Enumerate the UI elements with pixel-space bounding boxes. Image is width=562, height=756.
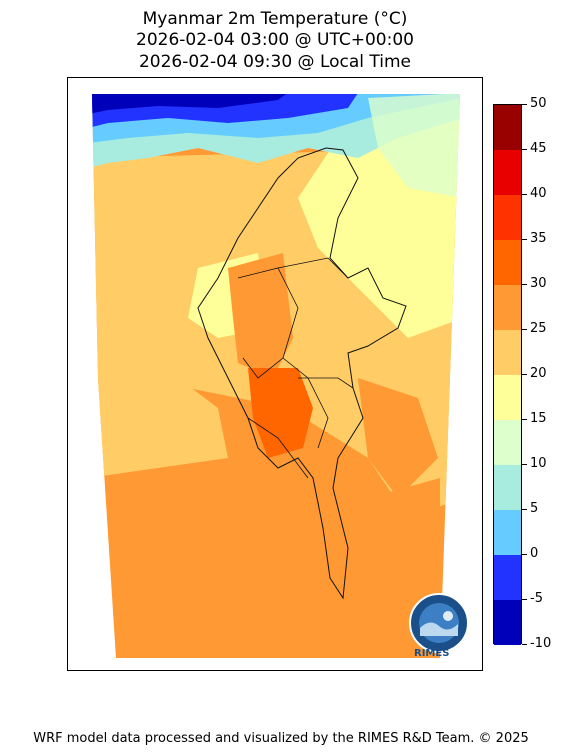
- country-border: [197, 147, 407, 600]
- colorbar: [493, 104, 522, 645]
- colorbar-tick-label: 20: [530, 366, 547, 381]
- colorbar-tick: [522, 509, 527, 510]
- colorbar-tick-label: 40: [530, 186, 547, 201]
- colorbar-tick-label: 25: [530, 321, 547, 336]
- colorbar-tick: [522, 554, 527, 555]
- colorbar-tick-label: 30: [530, 276, 547, 291]
- colorbar-tick-label: 0: [530, 546, 539, 561]
- footer-credit: WRF model data processed and visualized …: [33, 731, 529, 746]
- colorbar-segment: [494, 420, 521, 465]
- colorbar-tick: [522, 599, 527, 600]
- colorbar-tick: [522, 194, 527, 195]
- colorbar-tick: [522, 149, 527, 150]
- colorbar-segment: [494, 465, 521, 510]
- map-title-line2: 2026-02-04 03:00 @ UTC+00:00: [136, 30, 414, 50]
- colorbar-segment: [494, 555, 521, 600]
- temperature-map: [92, 94, 460, 658]
- colorbar-tick-label: 10: [530, 456, 547, 471]
- colorbar-tick-label: 45: [530, 141, 547, 156]
- map-title-line1: Myanmar 2m Temperature (°C): [142, 9, 408, 29]
- colorbar-segment: [494, 240, 521, 285]
- temp-field-30-35: [248, 368, 313, 458]
- colorbar-tick: [522, 374, 527, 375]
- colorbar-segment: [494, 285, 521, 330]
- colorbar-tick-label: -10: [530, 636, 552, 651]
- map-title-line3: 2026-02-04 09:30 @ Local Time: [138, 52, 412, 72]
- map-frame: [67, 77, 483, 671]
- colorbar-tick-label: -5: [530, 591, 543, 606]
- colorbar-segment: [494, 150, 521, 195]
- colorbar-tick-label: 15: [530, 411, 547, 426]
- colorbar-tick: [522, 239, 527, 240]
- colorbar-tick-label: 35: [530, 231, 547, 246]
- rimes-logo-icon: [408, 592, 470, 654]
- rimes-logo-text: RIMES: [414, 648, 450, 659]
- colorbar-segment: [494, 195, 521, 240]
- colorbar-tick: [522, 104, 527, 105]
- colorbar-tick: [522, 329, 527, 330]
- colorbar-segment: [494, 330, 521, 375]
- colorbar-tick: [522, 284, 527, 285]
- colorbar-tick-label: 50: [530, 96, 547, 111]
- colorbar-segment: [494, 375, 521, 420]
- colorbar-tick-label: 5: [530, 501, 539, 516]
- colorbar-tick: [522, 419, 527, 420]
- colorbar-tick: [522, 644, 527, 645]
- colorbar-segment: [494, 105, 521, 150]
- temp-field-minus10-minus5: [92, 94, 308, 114]
- colorbar-segment: [494, 510, 521, 555]
- colorbar-segment: [494, 600, 521, 645]
- colorbar-tick: [522, 464, 527, 465]
- state-border: [237, 267, 299, 379]
